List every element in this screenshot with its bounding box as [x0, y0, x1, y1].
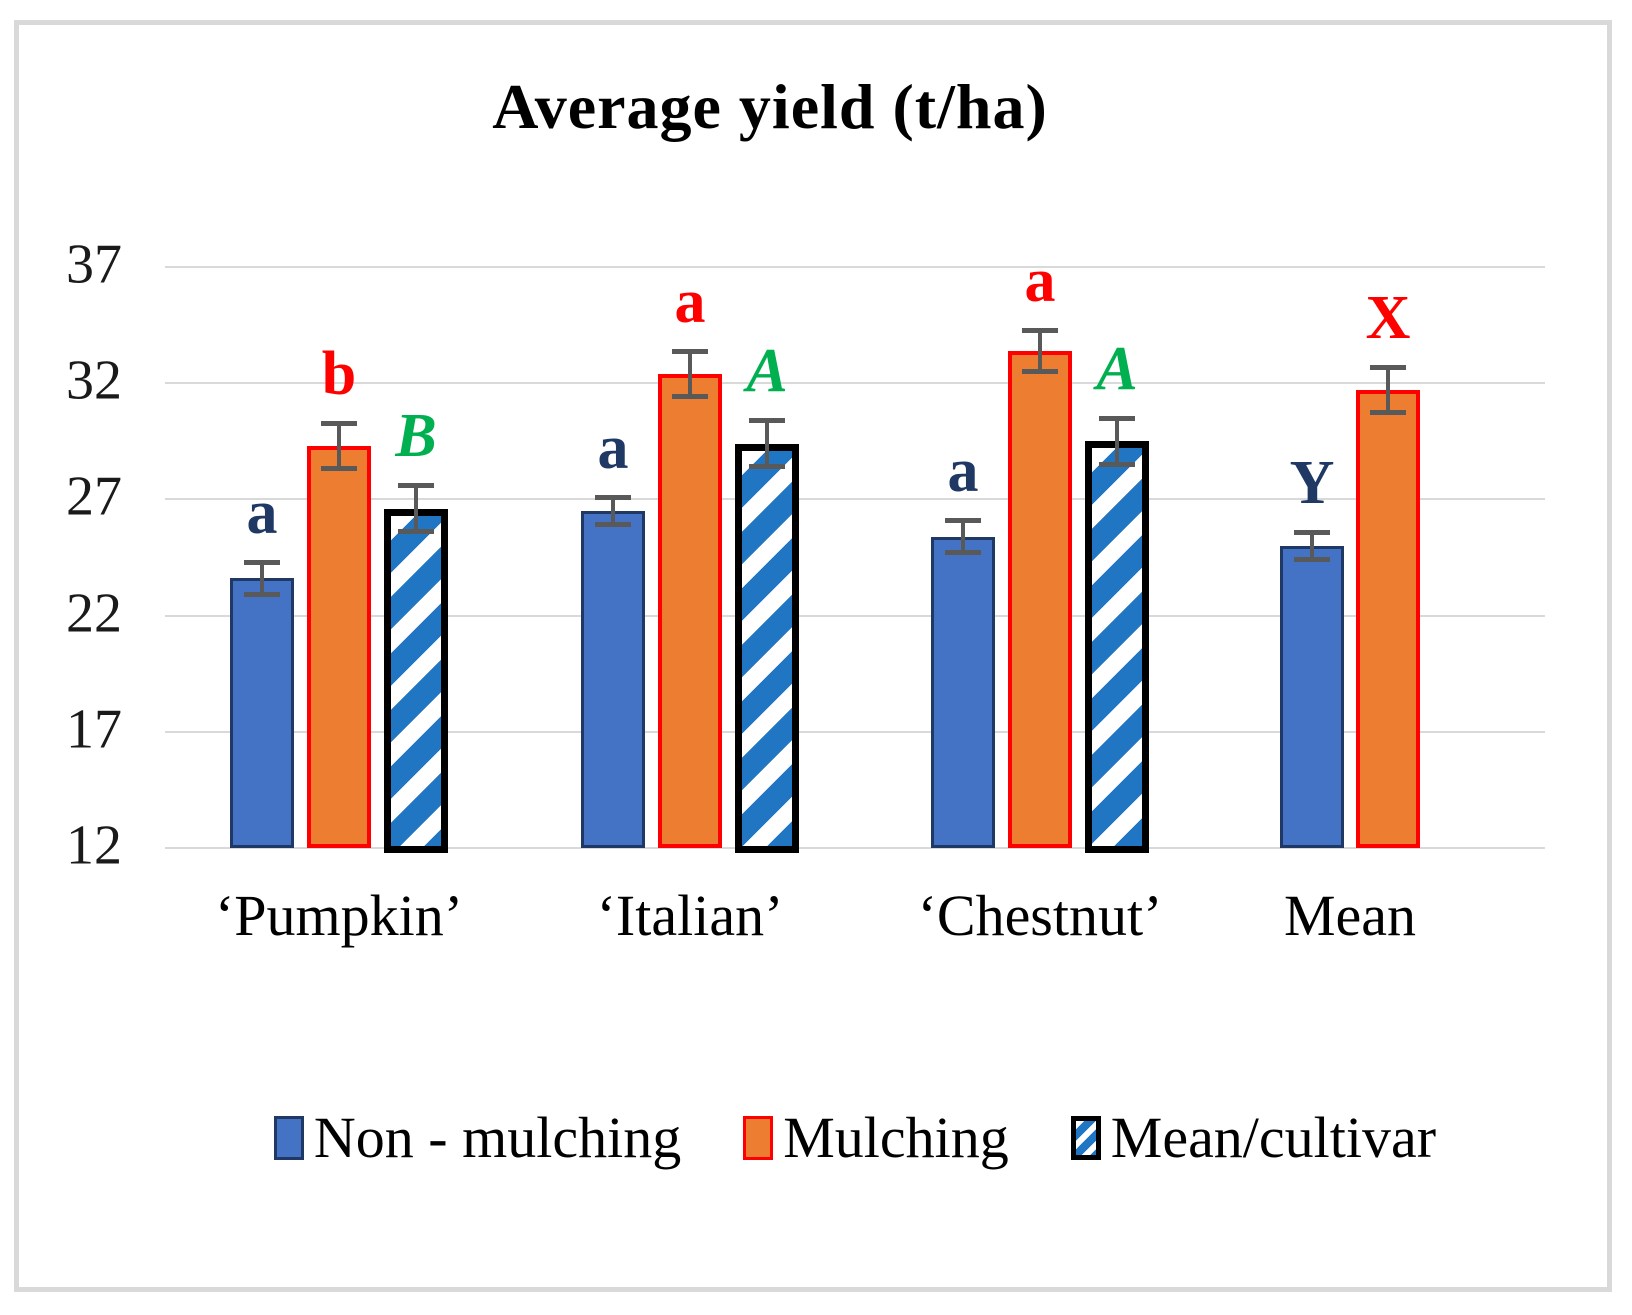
error-bar-cap-top	[398, 483, 434, 489]
error-bar	[260, 562, 264, 595]
error-bar-cap-top	[595, 495, 631, 501]
error-bar	[1038, 329, 1042, 372]
error-bar	[1310, 531, 1314, 560]
bar	[735, 443, 799, 853]
error-bar	[611, 497, 615, 525]
bar	[1008, 350, 1072, 848]
error-bar	[1386, 366, 1390, 414]
bar	[307, 445, 371, 848]
error-bar-cap-top	[1294, 529, 1330, 535]
error-bar-cap-bottom	[1370, 410, 1406, 416]
y-tick-label: 32	[66, 349, 122, 412]
bar	[1356, 390, 1420, 848]
legend-label: Mulching	[783, 1105, 1009, 1170]
error-bar-cap-bottom	[244, 591, 280, 597]
error-bar-cap-top	[1022, 327, 1058, 333]
y-tick-label: 27	[66, 465, 122, 528]
error-bar-cap-top	[244, 560, 280, 566]
y-tick-label: 12	[66, 814, 122, 877]
error-bar	[1115, 418, 1119, 465]
error-bar-cap-top	[749, 418, 785, 424]
legend-label: Non - mulching	[313, 1105, 682, 1170]
significance-letter: a	[947, 437, 979, 506]
bar	[581, 511, 645, 848]
bar	[931, 536, 995, 848]
chart-title: Average yield (t/ha)	[492, 71, 1048, 142]
significance-letter: a	[246, 479, 278, 548]
error-bar	[688, 350, 692, 398]
legend-label: Mean/cultivar	[1110, 1105, 1437, 1170]
significance-letter: X	[1365, 283, 1411, 352]
legend-marker-solid-blue	[273, 1115, 304, 1160]
significance-letter: A	[1096, 335, 1138, 404]
error-bar-cap-bottom	[1294, 556, 1330, 562]
significance-letter: a	[674, 267, 706, 336]
y-tick-label: 17	[66, 698, 122, 761]
gridline	[165, 382, 1545, 385]
significance-letter: a	[597, 414, 629, 483]
legend-marker-hatched	[1070, 1115, 1101, 1160]
legend-item: Mean/cultivar	[1070, 1104, 1437, 1171]
category-label: ‘Pumpkin’	[214, 883, 464, 948]
error-bar-cap-bottom	[672, 394, 708, 400]
error-bar-cap-top	[321, 420, 357, 426]
bar	[1280, 545, 1344, 848]
error-bar-cap-top	[672, 348, 708, 354]
error-bar-cap-top	[1099, 416, 1135, 422]
category-label: Mean	[1283, 883, 1417, 948]
significance-letter: B	[395, 402, 437, 471]
error-bar-cap-bottom	[749, 463, 785, 469]
category-label: ‘Italian’	[596, 883, 784, 948]
legend-marker-solid-orange	[743, 1115, 774, 1160]
significance-letter: Y	[1289, 448, 1335, 517]
error-bar	[337, 422, 341, 470]
gridline	[165, 847, 1545, 849]
bar	[384, 508, 448, 853]
error-bar-cap-top	[945, 518, 981, 524]
gridline	[165, 730, 1545, 733]
error-bar	[414, 485, 418, 532]
error-bar-cap-top	[1370, 364, 1406, 370]
legend-item: Non - mulching	[273, 1104, 682, 1171]
bar	[230, 578, 294, 848]
gridline	[165, 266, 1545, 268]
significance-letter: b	[321, 339, 357, 408]
error-bar-cap-bottom	[945, 549, 981, 555]
error-bar-cap-bottom	[321, 466, 357, 472]
legend: Non - mulching Mulching Mean/cultivar	[165, 1104, 1545, 1171]
legend-item: Mulching	[743, 1104, 1009, 1171]
error-bar-cap-bottom	[1099, 461, 1135, 467]
bar	[1085, 441, 1149, 853]
y-tick-label: 22	[66, 582, 122, 645]
error-bar	[961, 520, 965, 553]
category-label: ‘Chestnut’	[917, 883, 1163, 948]
significance-letter: a	[1024, 246, 1056, 315]
error-bar-cap-bottom	[398, 528, 434, 534]
error-bar-cap-bottom	[595, 521, 631, 527]
significance-letter: A	[746, 337, 788, 406]
gridline	[165, 498, 1545, 501]
gridline	[165, 614, 1545, 617]
error-bar	[765, 420, 769, 467]
bar	[658, 373, 722, 848]
y-tick-label: 37	[66, 233, 122, 296]
error-bar-cap-bottom	[1022, 368, 1058, 374]
